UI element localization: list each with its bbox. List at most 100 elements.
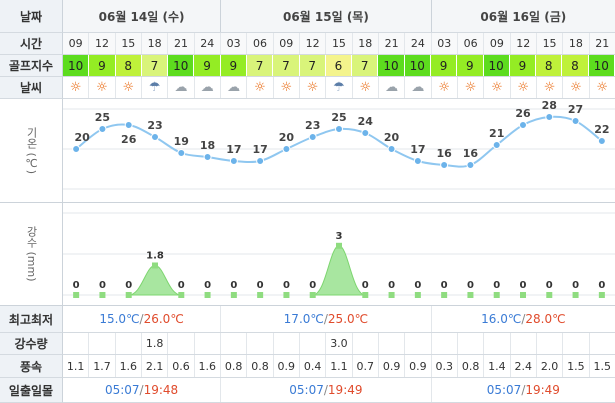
rain-point bbox=[283, 292, 290, 298]
golf-index-cell: 7 bbox=[352, 55, 379, 76]
temp-data-label: 17 bbox=[410, 143, 425, 156]
sunset-time: 19:48 bbox=[143, 383, 179, 397]
time-cell: 21 bbox=[168, 33, 195, 54]
weather-cell: ☂ bbox=[142, 77, 169, 98]
temp-data-label: 26 bbox=[121, 133, 137, 146]
temp-data-label: 26 bbox=[515, 107, 531, 120]
rain-point bbox=[441, 292, 448, 298]
wind-cell: 0.3 bbox=[432, 355, 458, 377]
time-cell: 09 bbox=[274, 33, 300, 54]
sun-icon: ☼ bbox=[306, 80, 319, 95]
sunset-time: 19:49 bbox=[327, 383, 363, 397]
precipitation-cell bbox=[590, 333, 615, 354]
wind-cell: 1.1 bbox=[63, 355, 90, 377]
temp-point bbox=[466, 161, 475, 169]
rain-point bbox=[257, 292, 264, 298]
precipitation-cell bbox=[63, 333, 90, 354]
sunrise-sunset-row: 일출일몰 05:07/19:48 05:07/19:49 05:07/19:49 bbox=[0, 378, 615, 403]
max-temp: 26.0℃ bbox=[143, 312, 184, 326]
precipitation-cell bbox=[116, 333, 142, 354]
rain-data-label: 0 bbox=[283, 280, 290, 291]
golf-index-cell: 7 bbox=[141, 55, 169, 76]
time-cell: 06 bbox=[458, 33, 485, 54]
rain-data-label: 0 bbox=[309, 280, 316, 291]
temp-point bbox=[545, 113, 554, 121]
date-day-2: 06월 15일 (목) bbox=[221, 0, 432, 32]
weather-cell: ☼ bbox=[274, 77, 300, 98]
rain-point bbox=[414, 292, 421, 298]
date-day-1: 06월 14일 (수) bbox=[63, 0, 222, 32]
min-temp: 15.0℃ bbox=[99, 312, 140, 326]
temp-point bbox=[282, 145, 291, 153]
rain-point bbox=[230, 292, 237, 298]
weather-cell: ☼ bbox=[484, 77, 511, 98]
golf-index-cells: 10 9 8 7 10 9 9 7 7 7 6 7 10 10 9 9 10 9 8 8 10 bbox=[63, 55, 615, 77]
golf-index-cell: 9 bbox=[430, 55, 458, 76]
wind-cell: 2.4 bbox=[511, 355, 537, 377]
sun-day-1: 05:07/19:48 bbox=[63, 378, 222, 402]
temperature-axis-label: 기온 (℃) bbox=[0, 99, 63, 202]
temp-point bbox=[308, 133, 317, 141]
temp-data-label: 28 bbox=[542, 99, 557, 112]
precipitation-cell bbox=[563, 333, 590, 354]
rain-data-label: 0 bbox=[362, 280, 369, 291]
weather-cell: ☼ bbox=[353, 77, 379, 98]
rain-point bbox=[125, 292, 132, 298]
precipitation-cell: 3.0 bbox=[326, 333, 353, 354]
wind-cell: 0.9 bbox=[405, 355, 432, 377]
sun-icon: ☼ bbox=[438, 80, 451, 95]
sun-icon: ☼ bbox=[570, 80, 582, 95]
weather-cell: ☼ bbox=[89, 77, 116, 98]
wind-cell: 1.4 bbox=[484, 355, 511, 377]
rain-data-label: 3 bbox=[336, 231, 343, 242]
cloud-sun-icon: ☁ bbox=[227, 80, 241, 95]
time-cell: 15 bbox=[116, 33, 142, 54]
rain-data-label: 0 bbox=[125, 280, 132, 291]
precipitation-label: 강수량 bbox=[0, 333, 63, 355]
cloud-sun-icon: ☁ bbox=[200, 80, 214, 95]
wind-cell: 0.7 bbox=[353, 355, 379, 377]
temp-data-label: 20 bbox=[279, 131, 295, 144]
sun-day-2: 05:07/19:49 bbox=[221, 378, 432, 402]
sun-icon: ☼ bbox=[122, 80, 135, 95]
rain-area bbox=[128, 264, 182, 296]
precipitation-cell bbox=[405, 333, 432, 354]
time-cell: 24 bbox=[405, 33, 432, 54]
wind-cell: 1.5 bbox=[563, 355, 590, 377]
temp-point bbox=[124, 121, 133, 129]
temp-data-label: 18 bbox=[200, 139, 215, 152]
weather-cell: ☁ bbox=[195, 77, 221, 98]
minmax-day-2: 17.0℃/25.0℃ bbox=[221, 306, 432, 332]
wind-cell: 2.0 bbox=[537, 355, 564, 377]
time-cell: 18 bbox=[142, 33, 169, 54]
minmax-day-3: 16.0℃/28.0℃ bbox=[481, 312, 566, 326]
wind-cell: 0.4 bbox=[300, 355, 327, 377]
wind-cell: 1.5 bbox=[593, 359, 611, 373]
golf-index-cell: 6 bbox=[325, 55, 353, 76]
wind-cell: 1.6 bbox=[195, 355, 221, 377]
precipitation-cell bbox=[300, 333, 327, 354]
min-temp: 16.0℃ bbox=[481, 312, 522, 326]
sunrise-time: 05:07 bbox=[289, 383, 324, 397]
rain-data-label: 0 bbox=[467, 280, 474, 291]
time-cell: 03 bbox=[221, 33, 248, 54]
precipitation-cell bbox=[432, 333, 458, 354]
precipitation-cell bbox=[195, 333, 221, 354]
weather-row: 날씨 ☼ ☼ ☼ ☂ ☁ ☁ ☁ ☼ ☼ ☼ ☂ ☼ ☁ ☁ ☼ ☼ ☼ ☼ ☼ ☼ ☼ bbox=[0, 77, 615, 99]
minmax-day-1: 15.0℃/26.0℃ bbox=[63, 306, 222, 332]
temp-data-label: 21 bbox=[489, 127, 504, 140]
wind-cell: 0.8 bbox=[221, 355, 248, 377]
rain-point bbox=[178, 292, 185, 298]
rain-point bbox=[309, 292, 316, 298]
sun-icon: ☼ bbox=[280, 80, 293, 95]
golf-index-cell: 8 bbox=[562, 55, 589, 76]
golf-index-cell: 10 bbox=[63, 55, 90, 76]
temp-point bbox=[229, 157, 238, 165]
rain-point bbox=[467, 292, 474, 298]
time-cell: 09 bbox=[63, 33, 90, 54]
temp-point bbox=[256, 157, 265, 165]
rain-data-label: 0 bbox=[414, 280, 421, 291]
golf-index-cell: 10 bbox=[483, 55, 510, 76]
temp-data-label: 22 bbox=[594, 123, 609, 136]
rain-data-label: 0 bbox=[388, 280, 395, 291]
